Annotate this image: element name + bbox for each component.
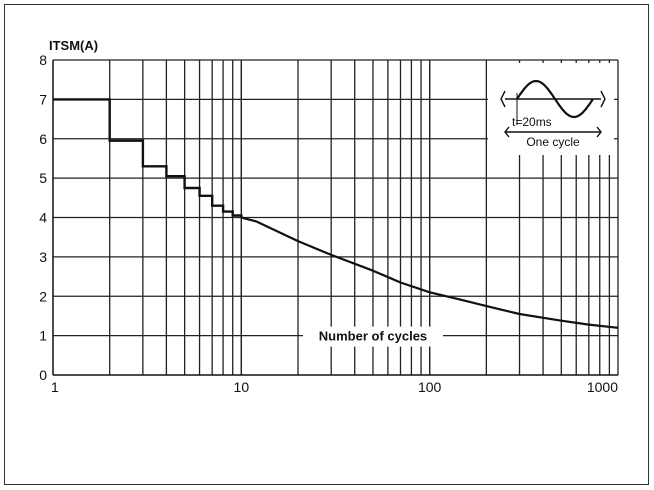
y-tick-label: 2: [39, 288, 47, 304]
x-axis-title: Number of cycles: [319, 329, 427, 344]
inset-period-label: t=20ms: [512, 115, 552, 129]
inset-dim-arrow-left-icon: [504, 126, 510, 138]
axes: [52, 60, 618, 376]
x-axis-title-group: Number of cycles: [302, 326, 443, 347]
inset-arrow-left-icon: [500, 90, 506, 108]
x-axis-title-background: [302, 326, 443, 347]
x-tick-labels: 1 10 100 1000: [51, 379, 618, 395]
inset-arrow-right-icon: [600, 90, 606, 108]
y-tick-label: 4: [39, 210, 47, 226]
y-tick-label: 3: [39, 249, 47, 265]
y-tick-label: 6: [39, 131, 47, 147]
one-cycle-inset: t=20ms One cycle: [488, 63, 614, 155]
inset-cycle-label: One cycle: [526, 135, 580, 149]
x-tick-label: 1000: [587, 379, 618, 395]
y-tick-labels: 0 1 2 3 4 5 6 7 8: [39, 52, 47, 383]
y-tick-label: 1: [39, 328, 47, 344]
y-tick-label: 7: [39, 91, 47, 107]
y-tick-label: 8: [39, 52, 47, 68]
x-tick-label: 100: [418, 379, 442, 395]
series-group: [53, 98, 619, 329]
x-tick-label: 10: [234, 379, 250, 395]
inset-background: [488, 63, 614, 155]
x-tick-label: 1: [51, 379, 59, 395]
y-tick-label: 5: [39, 170, 47, 186]
y-axis-label: ITSM(A): [49, 38, 98, 53]
y-tick-label: 0: [39, 367, 47, 383]
series-curve-line: [241, 216, 619, 329]
inset-dim-arrow-right-icon: [596, 126, 602, 138]
sine-wave-icon: [516, 79, 594, 119]
series-step-line: [53, 98, 243, 218]
